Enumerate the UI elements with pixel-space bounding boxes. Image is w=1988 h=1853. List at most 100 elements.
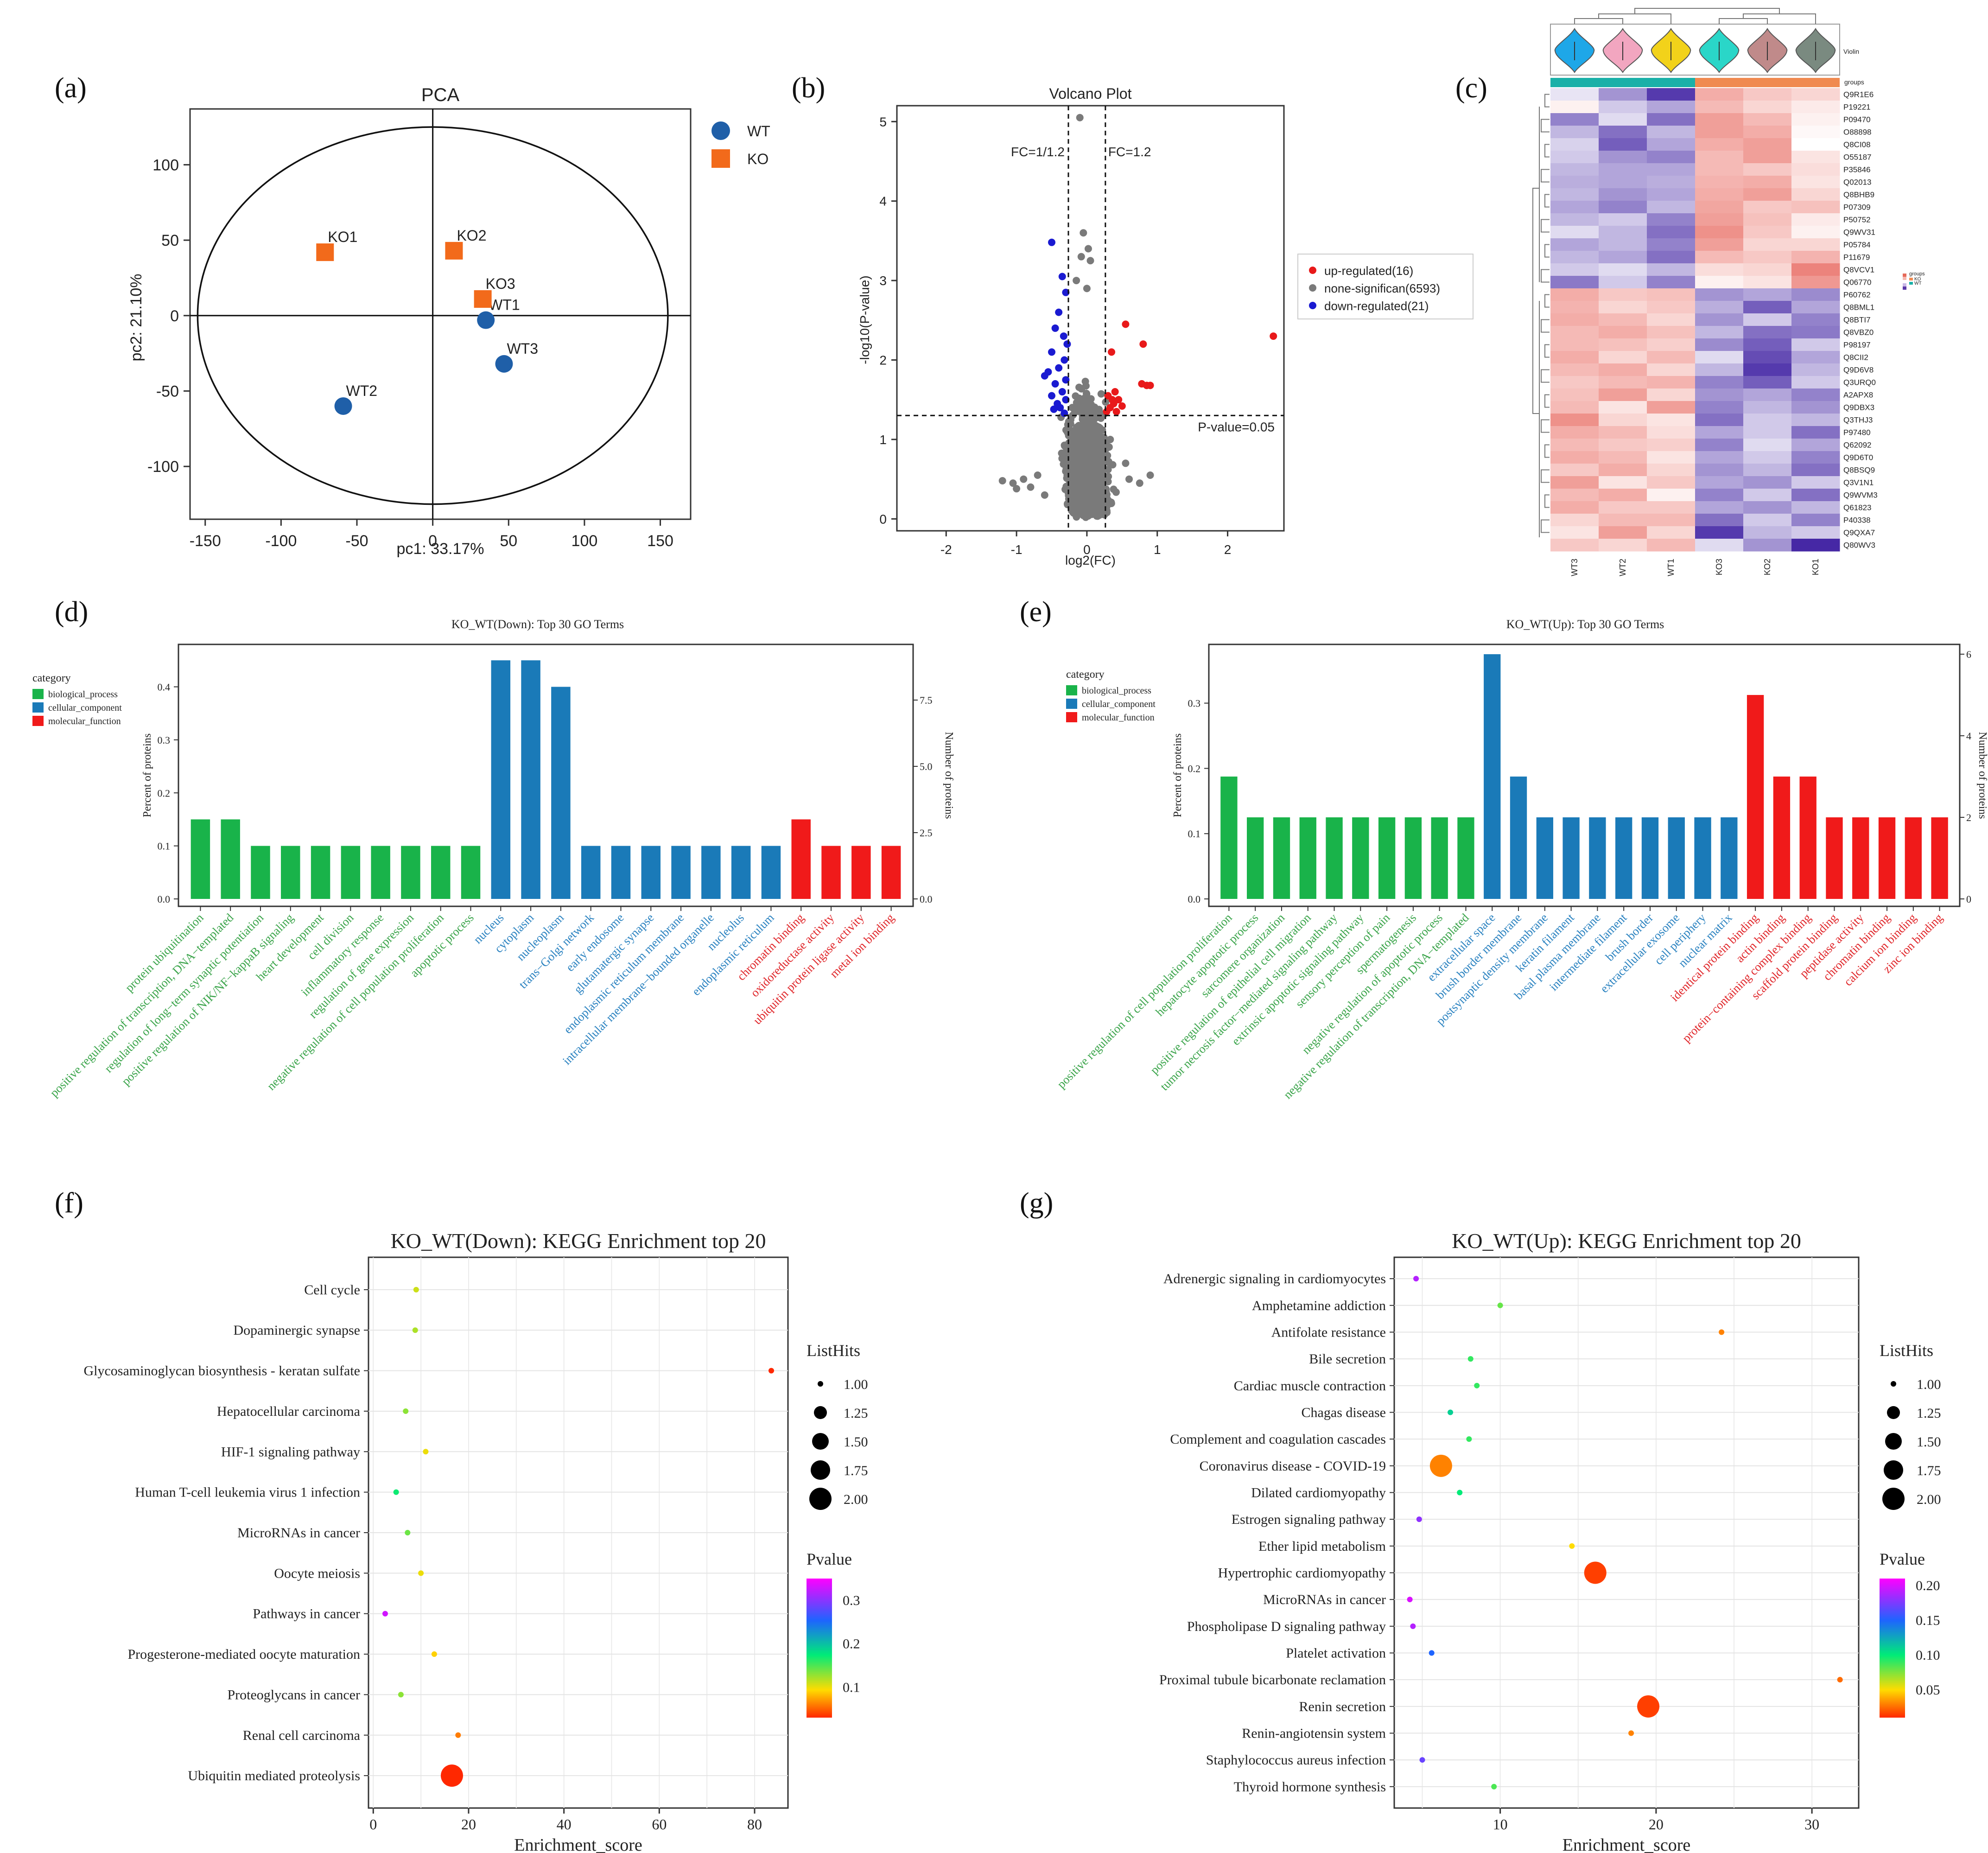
heatmap-cell (1743, 401, 1792, 414)
point-none (1075, 431, 1083, 439)
heatmap-cell (1550, 126, 1599, 139)
heatmap-cell (1550, 539, 1599, 552)
row-label: Q9D6T0 (1843, 453, 1873, 462)
heatmap-cell (1791, 376, 1840, 389)
term-label: Oocyte meiosis (274, 1566, 360, 1581)
plot-frame (1208, 643, 1961, 907)
go-bar (611, 846, 631, 899)
row-label: P11679 (1843, 253, 1870, 262)
point-none (1095, 467, 1103, 475)
pca-point-ko (474, 290, 492, 308)
term-label: Cell cycle (304, 1282, 360, 1298)
heatmap-cell (1599, 439, 1647, 452)
point-down (1063, 340, 1071, 348)
row-label: Q06770 (1843, 278, 1872, 287)
size-legend-dot (1882, 1488, 1905, 1510)
panel-letter: (a) (55, 72, 87, 104)
point-none (1082, 382, 1090, 390)
pca-point-wt (334, 397, 352, 415)
size-legend-dot (811, 1460, 830, 1480)
heatmap-cell (1647, 338, 1696, 351)
kegg-dot (1410, 1623, 1416, 1629)
point-none (1078, 476, 1086, 484)
go-bar (341, 846, 361, 899)
point-none (1027, 483, 1035, 491)
point-none (1069, 448, 1077, 456)
heatmap-cell (1791, 88, 1840, 101)
legend-label: biological_process (1082, 686, 1151, 696)
y-tick-label: 0.4 (158, 681, 171, 693)
group-bar-wt (1550, 78, 1695, 87)
row-label: P09470 (1843, 115, 1871, 124)
heatmap-cell (1647, 388, 1696, 401)
group-bar-ko (1695, 78, 1840, 87)
heatmap-cell (1695, 213, 1744, 226)
point-none (1112, 488, 1120, 496)
kegg-dot (431, 1651, 437, 1657)
term-label: MicroRNAs in cancer (237, 1525, 360, 1541)
point-label: WT3 (507, 340, 538, 357)
heatmap-cell (1743, 276, 1792, 289)
column-label: KO2 (1763, 559, 1772, 575)
heatmap-cell (1791, 151, 1840, 164)
go-bar (1299, 817, 1316, 899)
kegg-dot (1413, 1276, 1419, 1282)
heatmap-cell (1599, 338, 1647, 351)
x-tick-label: 80 (747, 1816, 762, 1833)
size-legend-label: 2.00 (844, 1492, 868, 1507)
point-up (1111, 388, 1119, 396)
point-none (1072, 489, 1080, 497)
point-none (1146, 471, 1154, 479)
heatmap-cell (1743, 238, 1792, 251)
heatmap-cell (1791, 101, 1840, 114)
point-up (1146, 382, 1154, 389)
color-bar (807, 1579, 832, 1718)
heatmap-cell (1550, 326, 1599, 339)
heatmap-cell (1599, 113, 1647, 126)
row-label: Q80WV3 (1843, 541, 1875, 550)
heatmap-cell (1647, 489, 1696, 502)
color-key-step (1903, 277, 1906, 280)
heatmap-cell (1695, 539, 1744, 552)
heatmap-cell (1695, 351, 1744, 364)
point-none (1087, 428, 1095, 436)
point-none (1093, 509, 1101, 517)
row-label: O88898 (1843, 128, 1872, 137)
heatmap-cell (1647, 363, 1696, 376)
row-label: P19221 (1843, 103, 1871, 112)
panel-letter: (g) (1020, 1187, 1053, 1219)
point-down (1061, 356, 1068, 364)
heatmap-cell (1599, 126, 1647, 139)
size-legend-dot (1885, 1433, 1902, 1450)
point-none (1136, 479, 1143, 487)
heatmap-cell (1647, 313, 1696, 326)
heatmap-cell (1743, 113, 1792, 126)
kegg-dot (418, 1570, 424, 1576)
heatmap-cell (1695, 113, 1744, 126)
kegg-dot (1628, 1730, 1634, 1736)
term-label: Hepatocellular carcinoma (217, 1404, 360, 1419)
heatmap-cell (1647, 263, 1696, 276)
legend-marker (1309, 267, 1316, 274)
heatmap-cell (1550, 401, 1599, 414)
heatmap-cell (1743, 376, 1792, 389)
go-bar (1404, 817, 1422, 899)
kegg-dot (1719, 1329, 1725, 1335)
term-label: Renin-angiotensin system (1242, 1726, 1386, 1741)
point-none (1081, 504, 1089, 512)
y-tick-label: 0.0 (158, 893, 171, 905)
go-bar (1668, 817, 1685, 899)
go-bar (551, 687, 571, 899)
panel-letter: (b) (792, 72, 825, 104)
go-bar (281, 846, 300, 899)
heatmap-cell (1743, 388, 1792, 401)
heatmap-cell (1695, 489, 1744, 502)
pca-point-wt (477, 311, 495, 329)
heatmap-cell (1791, 426, 1840, 439)
legend-label: WT (747, 123, 770, 140)
point-down (1062, 376, 1070, 384)
row-label: Q3URQ0 (1843, 378, 1876, 387)
heatmap-cell (1599, 226, 1647, 239)
term-label: MicroRNAs in cancer (1263, 1592, 1386, 1607)
heatmap-cell (1743, 539, 1792, 552)
